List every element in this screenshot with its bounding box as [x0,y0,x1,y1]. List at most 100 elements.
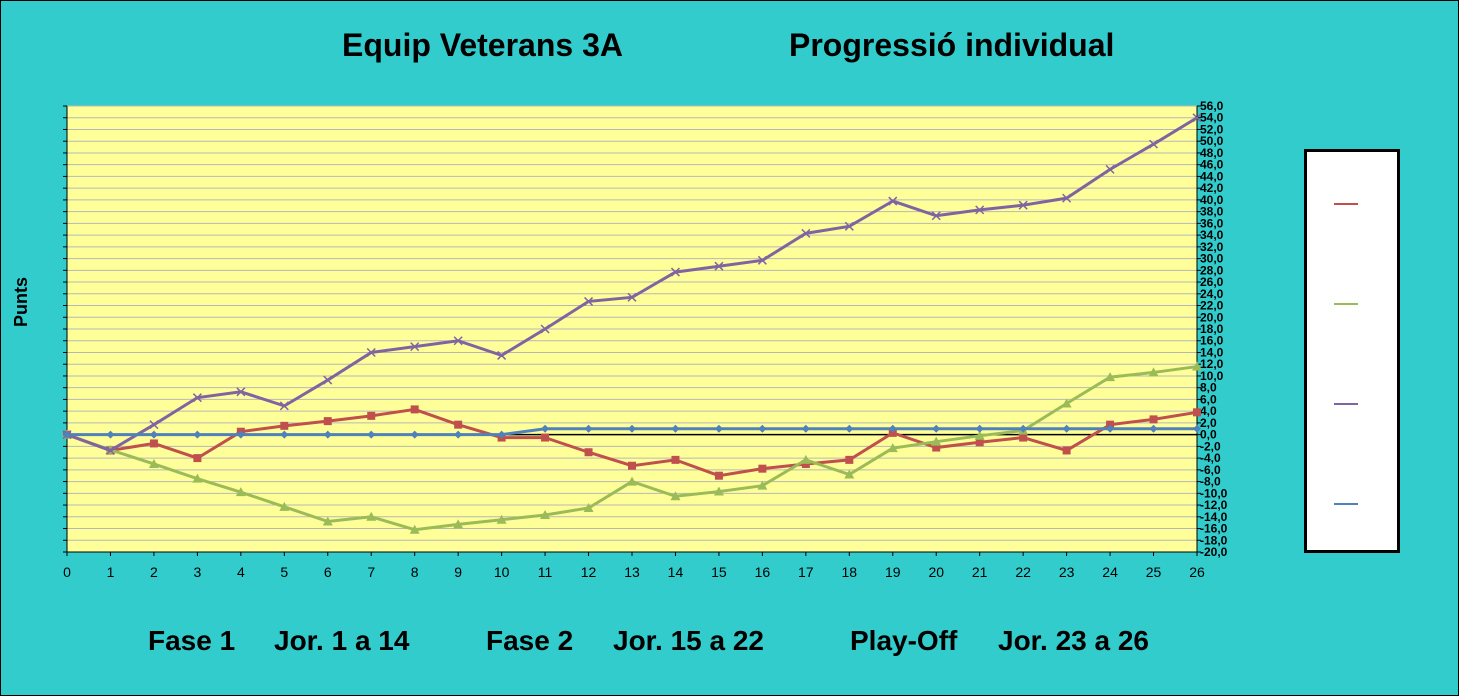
data-point-s2 [105,445,115,456]
data-point-s2 [192,393,202,403]
data-point-s3 [454,430,463,439]
x-tick-label: 3 [193,564,201,580]
data-point-s3 [63,430,71,439]
y-tick-label: 24,0 [1200,287,1224,301]
x-tick-label: 11 [538,564,553,580]
y-tick-label: 6,0 [1200,392,1217,406]
data-point-s3 [975,424,984,433]
data-point-s0 [410,405,419,414]
y-tick-label: 18,0 [1200,322,1224,336]
data-point-s1 [844,469,855,479]
data-point-s0 [1106,420,1115,429]
y-tick-label: 32,0 [1200,240,1224,254]
data-point-s3 [845,424,854,433]
data-point-s1 [1192,361,1202,371]
data-point-s3 [1019,424,1028,433]
x-tick-label: 12 [581,564,597,580]
data-point-s0 [1193,408,1201,417]
data-point-s0 [1149,415,1158,424]
data-point-s0 [628,461,636,470]
y-tick-label: 20,0 [1200,310,1224,324]
data-point-s1 [627,476,637,486]
x-tick-label: 1 [107,564,115,580]
y-tick-label: 30,0 [1200,252,1224,266]
y-tick-label: 38,0 [1200,205,1224,219]
data-point-s2 [844,221,854,231]
x-tick-label: 17 [798,564,814,580]
data-point-s2 [931,211,941,221]
x-tick-label: 20 [928,564,944,580]
x-tick-label: 7 [367,564,375,580]
data-point-s0 [1019,433,1028,442]
x-tick-label: 23 [1059,564,1075,580]
data-point-s2 [1192,113,1202,123]
x-tick-label: 2 [150,564,158,580]
data-point-s0 [758,464,767,473]
y-tick-label: 4,0 [1200,404,1217,418]
data-point-s2 [584,296,594,306]
data-point-s1 [366,511,377,521]
data-point-s0 [888,428,897,437]
x-tick-label: 6 [324,564,332,580]
data-point-s1 [974,430,985,440]
legend-swatch [1334,503,1358,505]
phase-3-range: Jor. 23 a 26 [998,625,1150,656]
x-tick-label: 4 [237,564,245,580]
y-tick-label: 12,0 [1200,357,1224,371]
x-tick-label: 16 [755,564,771,580]
data-point-s3 [410,430,419,439]
data-point-s0 [801,459,810,468]
y-tick-label: 42,0 [1200,181,1224,195]
x-tick-label: 0 [63,564,71,580]
data-point-s0 [671,455,680,464]
data-point-s2 [670,267,680,277]
y-tick-label: -14,0 [1200,510,1228,524]
y-tick-label: 10,0 [1200,369,1224,383]
data-point-s3 [714,424,723,433]
data-point-s0 [714,471,723,480]
data-point-s3 [932,424,941,433]
data-point-s2 [540,324,550,334]
y-tick-label: 44,0 [1200,169,1224,183]
line-chart: -20,0-18,0-16,0-14,0-12,0-10,0-8,0-6,0-4… [62,99,1228,580]
data-point-s3 [323,430,332,439]
x-tick-label: 18 [842,564,858,580]
x-tick-label: 15 [711,564,727,580]
x-tick-label: 13 [624,564,640,580]
phase-1-label: Fase 1 [148,625,236,656]
data-point-s1 [1105,372,1116,382]
y-tick-label: -20,0 [1200,545,1228,559]
data-point-s3 [367,430,376,439]
data-point-s2 [801,228,811,238]
x-tick-label: 24 [1102,564,1118,580]
legend-swatch [1334,203,1358,205]
data-point-s1 [670,491,681,501]
data-point-s2 [323,375,333,385]
x-tick-label: 9 [454,564,462,580]
chart-title-team: Equip Veterans 3A [342,27,623,63]
y-tick-label: 54,0 [1200,111,1224,125]
data-point-s0 [541,433,550,442]
y-tick-label: 14,0 [1200,345,1224,359]
chart-title-progress: Progressió individual [789,27,1115,63]
y-tick-label: 34,0 [1200,228,1224,242]
data-point-s1 [800,454,811,464]
data-point-s3 [149,430,158,439]
data-point-s3 [497,430,506,439]
data-point-s0 [193,454,202,463]
x-tick-label: 5 [280,564,288,580]
data-point-s0 [1062,446,1071,455]
data-point-s2 [366,347,376,358]
data-point-s1 [713,486,724,496]
data-point-s1 [887,443,898,453]
legend-swatch [1334,303,1358,305]
data-point-s3 [671,424,680,433]
data-point-s3 [1149,424,1158,433]
legend-item-0 [1334,199,1394,209]
y-tick-label: 48,0 [1200,146,1224,160]
legend-item-1 [1334,299,1394,309]
data-point-s3 [801,424,810,433]
data-point-s3 [1106,424,1115,433]
data-point-s1 [235,487,246,497]
